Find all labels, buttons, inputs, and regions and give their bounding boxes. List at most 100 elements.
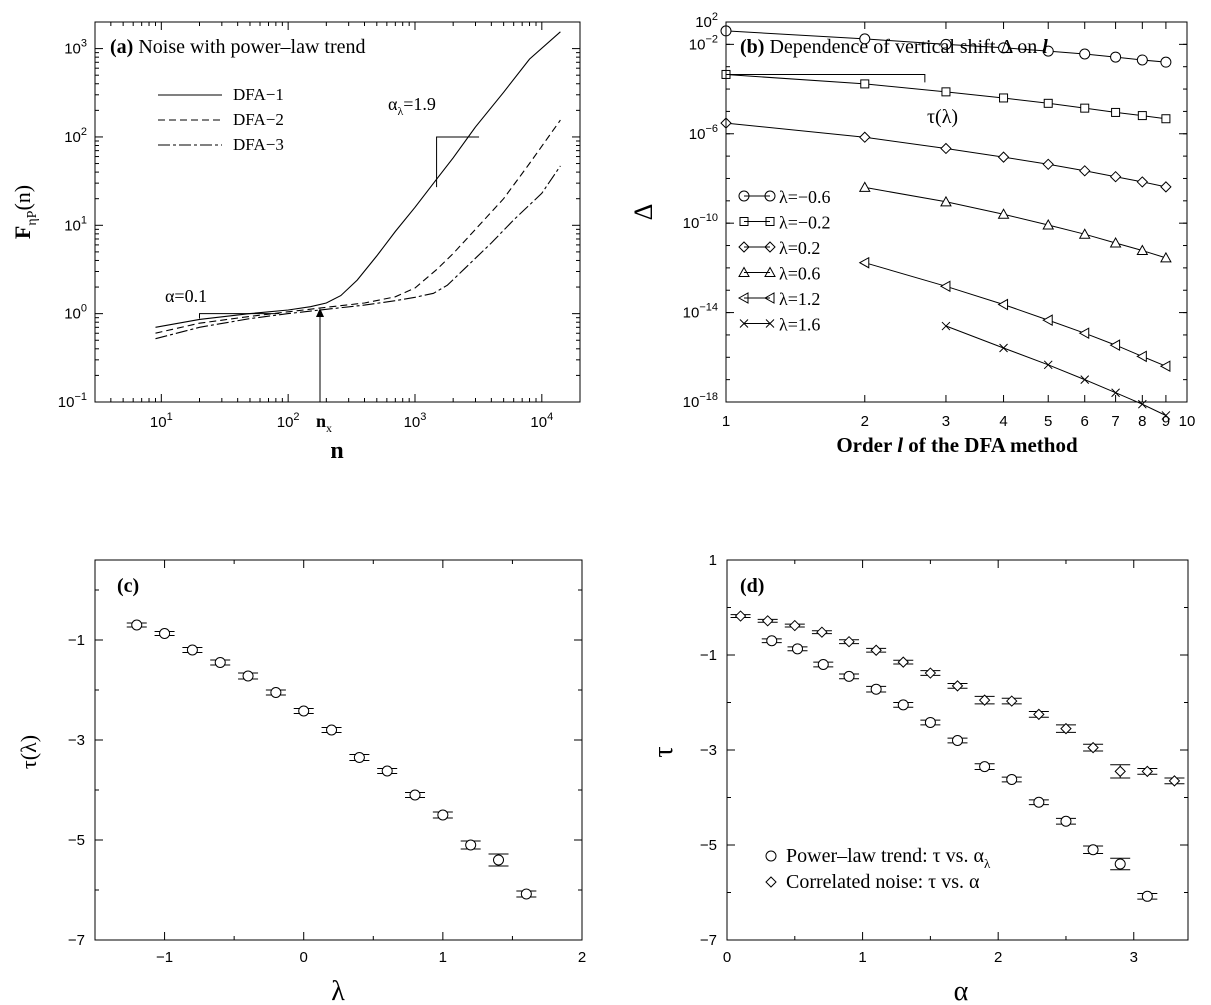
panel-d-point <box>1006 773 1018 785</box>
panel-a-series-line <box>155 31 561 328</box>
panel-b-series-line <box>864 262 1167 367</box>
panel-c-xlabel: λ <box>331 976 345 1005</box>
panel-c-point <box>298 705 310 717</box>
panel-d-point <box>1087 844 1099 856</box>
panel-c-point <box>326 724 338 736</box>
panel-b-point <box>1042 314 1053 326</box>
panel-b-xtick-label: 6 <box>1081 413 1089 430</box>
panel-a-alphalambda-label: αλ=1.9 <box>388 94 436 118</box>
panel-b-legend-marker <box>739 319 749 328</box>
panel-b-ytick-label-top: 102 <box>695 11 718 31</box>
panel-b-legend-label: λ=0.6 <box>779 264 820 284</box>
panel-b-xtick-label: 8 <box>1138 413 1146 430</box>
panel-b-point <box>1136 350 1147 363</box>
panel-b-frame <box>725 21 1188 403</box>
panel-d-legend-label: Power–law trend: τ vs. αλ <box>786 845 991 871</box>
panel-c-point <box>159 628 171 639</box>
panel-b-xtick-label: 10 <box>1179 413 1196 430</box>
panel-b-legend-marker <box>765 319 775 328</box>
panel-b-point <box>1109 236 1122 248</box>
panel-b-point <box>1159 360 1171 373</box>
panel-d-point <box>952 735 963 746</box>
panel-b-point <box>999 93 1009 103</box>
panel-b-point <box>1109 339 1121 351</box>
panel-b-point <box>1110 51 1122 63</box>
panel-d-ytick-label: −5 <box>700 837 717 854</box>
panel-b-legend-marker <box>738 190 750 202</box>
panel-b-ytick-label: 10−10 <box>683 212 718 232</box>
panel-d-ytick-label: 1 <box>709 552 717 569</box>
panel-b-point <box>1078 228 1091 239</box>
panel-b-point <box>1160 181 1172 193</box>
panel-a-xtick-label: 103 <box>404 411 427 431</box>
panel-d-point <box>1168 775 1181 787</box>
panel-c-ytick-label: −1 <box>68 632 85 649</box>
panel-a-ytick-label: 101 <box>64 214 87 234</box>
panel-b-series-line <box>725 122 1167 188</box>
panel-d-point <box>897 656 909 668</box>
panel-b-point <box>1043 360 1053 370</box>
panel-b-xtick-label: 9 <box>1162 413 1170 430</box>
panel-a-legend-label: DFA−2 <box>233 110 284 129</box>
panel-d-legend-marker <box>765 876 777 888</box>
panel-b-series-line <box>864 186 1167 259</box>
panel-b-point <box>1136 176 1149 188</box>
panel-b-point <box>1111 107 1121 117</box>
panel-c-point <box>493 854 505 866</box>
panel-b-point <box>1078 327 1090 340</box>
panel-c-ytick-label: −3 <box>68 732 85 749</box>
panel-b-ylabel: Δ <box>629 204 658 221</box>
panel-a-xtick-label: 101 <box>150 411 173 431</box>
panel-b-legend-marker <box>737 292 749 304</box>
panel-b-point <box>1137 399 1147 409</box>
panel-c-point <box>381 765 393 777</box>
panel-c-point <box>214 657 226 668</box>
panel-b-point <box>1042 158 1054 171</box>
panel-c-xtick-label: −1 <box>156 949 173 966</box>
panel-c-xtick-label: 2 <box>578 949 586 966</box>
panel-b-point <box>940 142 952 155</box>
panel-d-ytick-label: −3 <box>700 742 717 759</box>
panel-b-point <box>1137 111 1147 121</box>
panel-c: (c) λ τ(λ) <box>16 560 583 1005</box>
panel-b-legend-label: λ=1.6 <box>779 315 820 335</box>
panel-d-xlabel: α <box>954 976 969 1005</box>
panel-b-legend-marker <box>764 190 776 202</box>
panel-d-point <box>1141 890 1153 902</box>
panel-d-xtick-label: 3 <box>1130 949 1138 966</box>
panel-a-xtick-label: 104 <box>530 411 553 431</box>
panel-c-point <box>131 619 143 631</box>
panel-a-ytick-label: 102 <box>64 126 87 146</box>
panel-b-point <box>1111 388 1120 398</box>
panel-b-point <box>859 131 871 143</box>
panel-b-point <box>998 42 1010 54</box>
panel-b-point <box>941 321 951 331</box>
panel-d-point <box>979 761 991 773</box>
panel-a-xlabel: n <box>330 438 343 464</box>
panel-d-ylabel: τ <box>648 746 679 757</box>
panel-a-alpha-label: α=0.1 <box>165 286 207 306</box>
panel-d-point <box>1141 765 1154 778</box>
panel-b-xtick-label: 4 <box>999 413 1007 430</box>
panel-a-xtick-label: 102 <box>277 411 300 431</box>
panel-b-point <box>859 33 871 45</box>
panel-d-point <box>951 680 964 692</box>
panel-c-point <box>409 789 421 801</box>
panel-d-point <box>1114 858 1126 870</box>
panel-c-xtick-label: 0 <box>300 949 308 966</box>
panel-b-legend-marker <box>764 266 776 277</box>
panel-c-title: (c) <box>117 575 139 597</box>
panel-c-point <box>353 752 365 763</box>
panel-b-point <box>1080 103 1090 113</box>
panel-b-xtick-label: 2 <box>861 413 869 430</box>
panel-d-point <box>924 667 937 679</box>
panel-b-point <box>858 181 871 192</box>
panel-b-ytick-label: 10−2 <box>689 33 718 53</box>
panel-b-legend-marker <box>763 292 775 304</box>
panel-d-point <box>870 683 882 695</box>
panel-d-ytick-label: −7 <box>700 932 717 949</box>
panel-a-frame <box>94 21 581 403</box>
panel-d-point <box>1060 815 1072 827</box>
panel-a-nx-arrowhead <box>316 307 324 317</box>
